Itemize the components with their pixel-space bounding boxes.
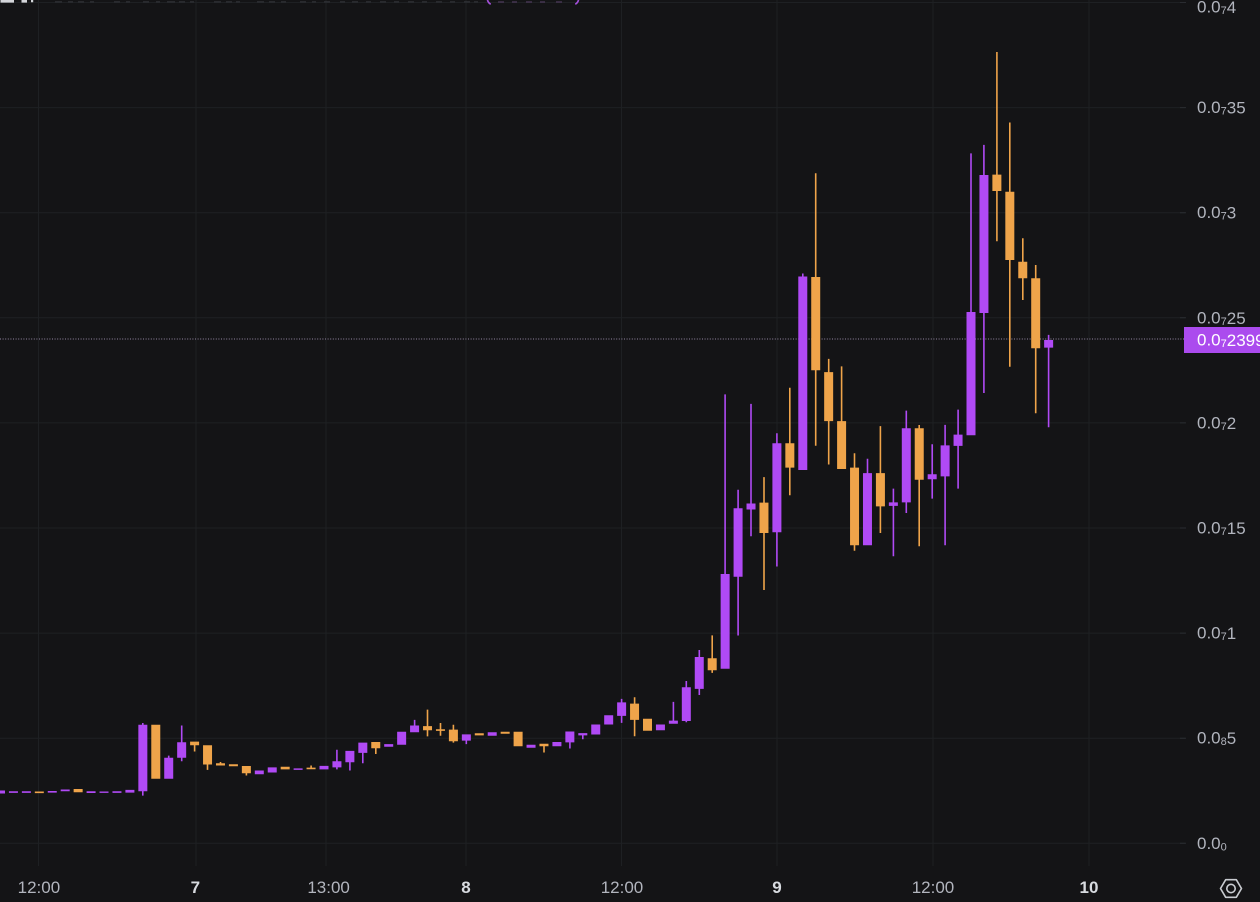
svg-text:7: 7 — [191, 878, 200, 897]
svg-text:0.072399: 0.072399 — [1197, 331, 1260, 351]
svg-text:10: 10 — [1080, 878, 1099, 897]
svg-text:0.071: 0.071 — [1197, 624, 1236, 644]
svg-text:0.00: 0.00 — [1197, 834, 1227, 854]
svg-text:12:00: 12:00 — [601, 878, 644, 897]
svg-text:12:00: 12:00 — [18, 878, 61, 897]
svg-text:12:00: 12:00 — [912, 878, 955, 897]
svg-text:13:00: 13:00 — [307, 878, 350, 897]
svg-text:0.0735: 0.0735 — [1197, 98, 1246, 118]
svg-text:0.085: 0.085 — [1197, 729, 1236, 749]
svg-text:0.073: 0.073 — [1197, 203, 1236, 223]
svg-text:8: 8 — [461, 878, 470, 897]
svg-text:9: 9 — [772, 878, 781, 897]
svg-text:0.0725: 0.0725 — [1197, 308, 1246, 328]
svg-text:0.072: 0.072 — [1197, 413, 1236, 433]
svg-text:0.074: 0.074 — [1197, 0, 1236, 17]
svg-text:0.0715: 0.0715 — [1197, 519, 1246, 539]
